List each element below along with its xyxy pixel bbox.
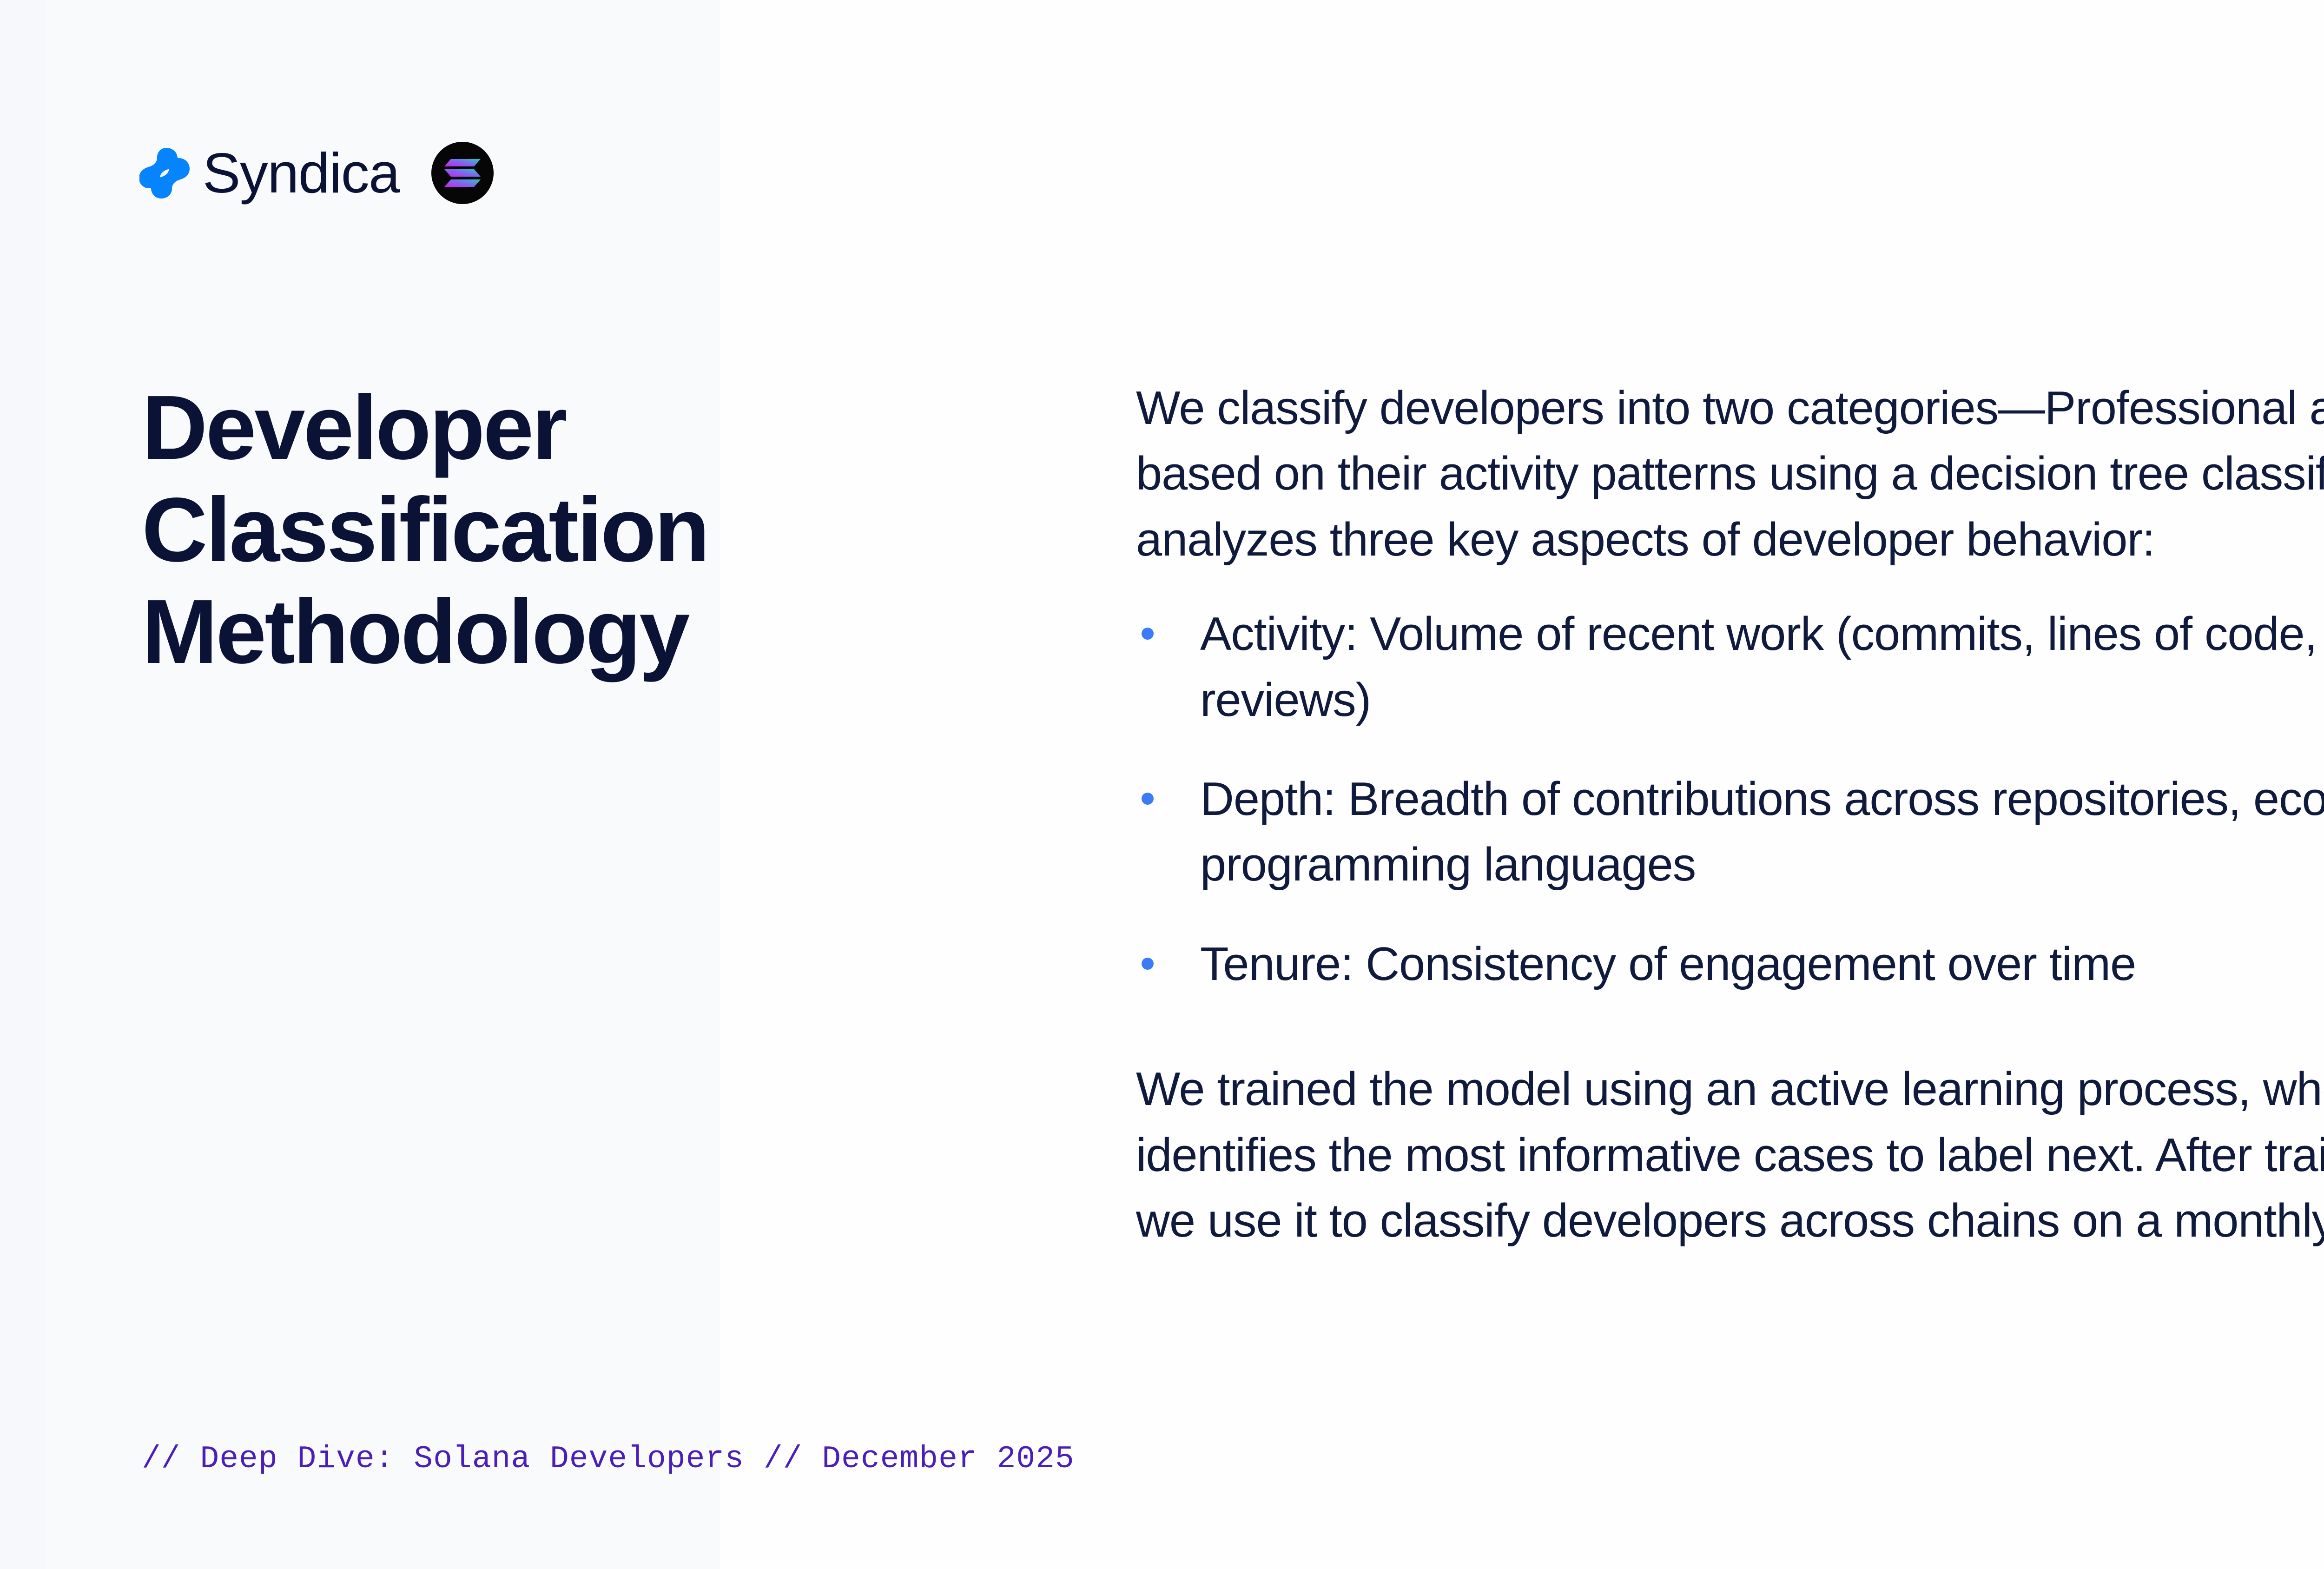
list-item-label: Tenure: Consistency of engagement over t…	[1200, 938, 2136, 990]
list-item: Tenure: Consistency of engagement over t…	[1136, 932, 2324, 997]
list-spacer	[1136, 1027, 2324, 1057]
syndica-logo-icon	[139, 147, 190, 199]
background-panel-middle	[46, 0, 720, 1569]
list-item: Depth: Breadth of contributions across r…	[1136, 767, 2324, 898]
background-panel-left	[0, 0, 46, 1569]
footer-caption: // Deep Dive: Solana Developers // Decem…	[142, 1441, 1075, 1477]
list-item-label: Depth: Breadth of contributions across r…	[1200, 773, 2324, 891]
background-panel-right	[720, 0, 2324, 1569]
intro-paragraph: We classify developers into two categori…	[1136, 382, 2324, 566]
methodology-bullet-list: Activity: Volume of recent work (commits…	[1136, 602, 2324, 997]
solana-badge	[431, 142, 494, 204]
page-title: Developer Classification Methodology	[142, 377, 932, 683]
content-column: We classify developers into two categori…	[1136, 376, 2324, 1254]
bullet-dot-icon	[1142, 628, 1154, 640]
title-block: Developer Classification Methodology	[142, 377, 932, 683]
page-title-line-2: Classification	[142, 478, 710, 581]
bullet-dot-icon	[1142, 957, 1154, 970]
brand-name: Syndica	[203, 141, 400, 205]
list-item-label: Activity: Volume of recent work (commits…	[1200, 608, 2324, 726]
outro-paragraph: We trained the model using an active lea…	[1136, 1063, 2324, 1247]
list-item: Activity: Volume of recent work (commits…	[1136, 602, 2324, 733]
solana-logo-icon	[444, 158, 481, 188]
syndica-lockup: Syndica	[139, 145, 400, 201]
bullet-dot-icon	[1142, 792, 1154, 805]
page-title-line-1: Developer	[142, 377, 568, 478]
page-title-line-3: Methodology	[142, 581, 690, 683]
brand-header: Syndica	[139, 142, 494, 204]
